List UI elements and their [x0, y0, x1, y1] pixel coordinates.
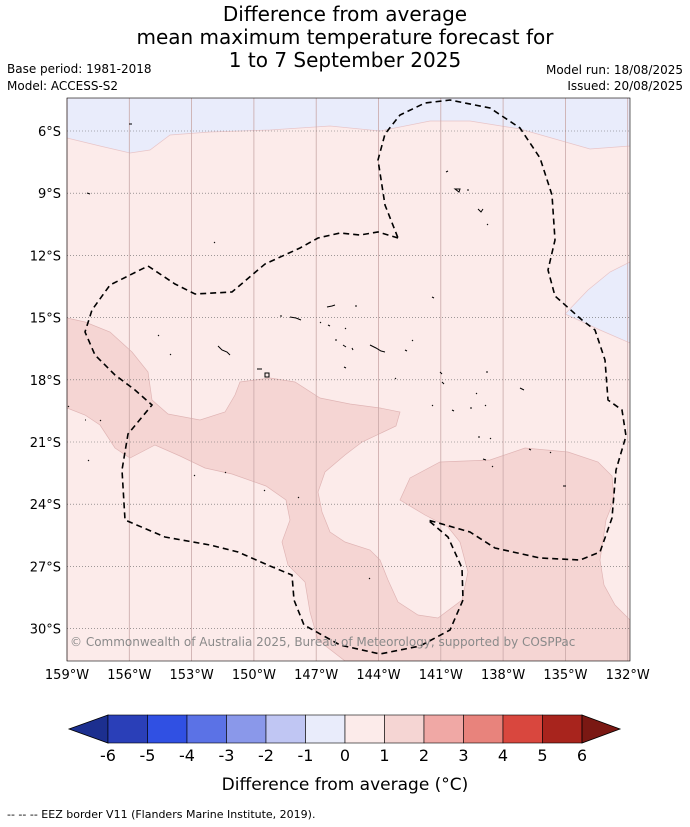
colorbar-swatch: [423, 714, 464, 744]
latitude-label: 24°S: [30, 498, 61, 513]
colorbar-tick-label: 5: [537, 746, 547, 765]
colorbar-tick-label: -3: [219, 746, 235, 765]
latitude-label: 30°S: [30, 623, 61, 638]
colorbar-tick-label: -1: [298, 746, 314, 765]
longitude-labels: 159°W 156°W 153°W 150°W 147°W 144°W 141°W 138°W…: [45, 668, 650, 683]
colorbar-label: Difference from average (°C): [222, 775, 469, 795]
colorbar: [67, 714, 622, 744]
model-label: Model: ACCESS-S2: [7, 79, 119, 93]
colorbar-swatch: [265, 714, 306, 744]
title-line-1: Difference from average: [222, 2, 468, 26]
anomaly-band-1-to-2-west: [67, 317, 630, 661]
colorbar-swatch: [147, 714, 188, 744]
colorbar-swatch: [107, 714, 148, 744]
longitude-label: 141°W: [419, 668, 463, 683]
title-line-2: mean maximum temperature forecast for: [136, 25, 554, 49]
model-run-label: Model run: 18/08/2025: [545, 63, 683, 77]
eez-legend-note: -- -- -- EEZ border V11 (Flanders Marine…: [7, 808, 316, 821]
copyright-text: © Commonwealth of Australia 2025, Bureau…: [70, 635, 575, 649]
longitude-label: 159°W: [45, 668, 89, 683]
colorbar-swatch: [502, 714, 543, 744]
latitude-label: 21°S: [30, 436, 61, 451]
colorbar-tick-label: 3: [458, 746, 468, 765]
colorbar-swatch: [384, 714, 425, 744]
colorbar-tick-label: 0: [340, 746, 350, 765]
colorbar-swatch: [305, 714, 346, 744]
colorbar-tick-label: -4: [179, 746, 195, 765]
colorbar-extend-low: [67, 714, 109, 744]
colorbar-tick-label: 1: [379, 746, 389, 765]
longitude-label: 147°W: [294, 668, 338, 683]
latitude-label: 6°S: [38, 125, 61, 140]
colorbar-tick-label: -6: [100, 746, 116, 765]
base-period-label: Base period: 1981-2018: [7, 62, 152, 76]
colorbar-extend-high: [581, 714, 622, 744]
latitude-label: 27°S: [30, 560, 61, 575]
colorbar-tick-label: 6: [577, 746, 587, 765]
colorbar-tick-label: -2: [258, 746, 274, 765]
longitude-label: 132°W: [606, 668, 650, 683]
issued-label: Issued: 20/08/2025: [567, 79, 683, 93]
latitude-label: 9°S: [38, 187, 61, 202]
map-frame: [66, 97, 631, 662]
longitude-label: 144°W: [356, 668, 400, 683]
longitude-label: 138°W: [481, 668, 525, 683]
colorbar-tick-label: -5: [140, 746, 156, 765]
colorbar-tick-label: 2: [419, 746, 429, 765]
colorbar-swatch: [186, 714, 227, 744]
eez-border-line: [84, 99, 627, 655]
latitude-label: 12°S: [30, 249, 61, 264]
colorbar-swatch: [463, 714, 504, 744]
anomaly-band-minus1-to-0-north: [67, 98, 630, 154]
longitude-label: 153°W: [170, 668, 214, 683]
longitude-label: 156°W: [107, 668, 151, 683]
latitude-label: 18°S: [30, 374, 61, 389]
longitude-label: 150°W: [232, 668, 276, 683]
latitude-label: 15°S: [30, 312, 61, 327]
title-line-3: 1 to 7 September 2025: [228, 48, 462, 72]
latitude-labels: 6°S 9°S 12°S 15°S 18°S 21°S 24°S 27°S 30°S: [30, 125, 61, 638]
colorbar-tick-label: 4: [498, 746, 508, 765]
colorbar-tick-labels: -6 -5 -4 -3 -2 -1 0 1 2 3 4 5 6: [100, 746, 587, 765]
colorbar-swatch: [226, 714, 267, 744]
forecast-map: © Commonwealth of Australia 2025, Bureau…: [30, 97, 650, 795]
colorbar-swatch: [344, 714, 385, 744]
longitude-label: 135°W: [543, 668, 587, 683]
colorbar-swatch: [542, 714, 583, 744]
island-outlines: [67, 123, 566, 580]
